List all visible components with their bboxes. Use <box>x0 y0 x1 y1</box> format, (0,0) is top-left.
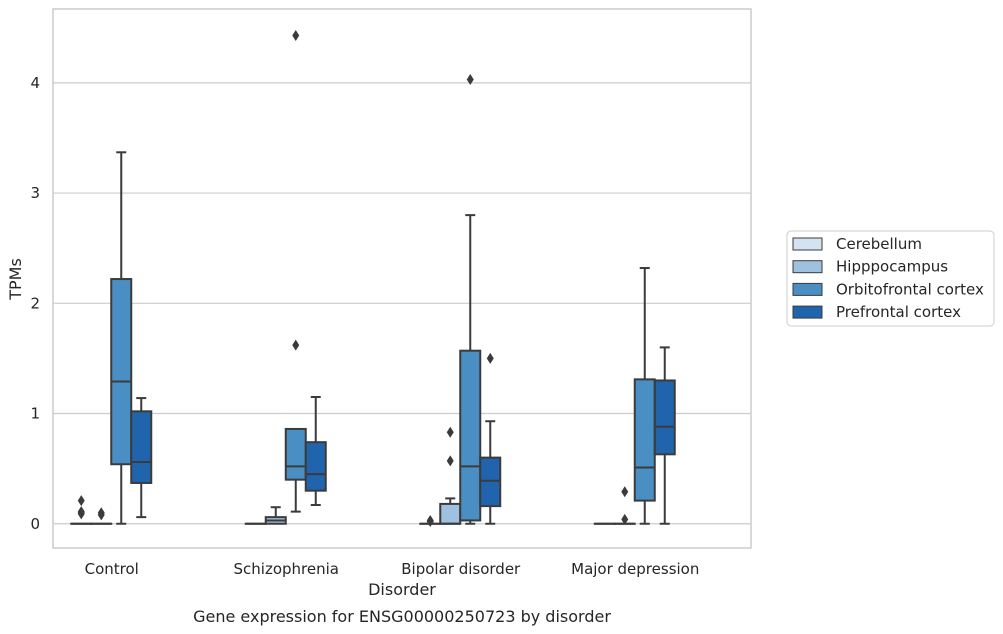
y-tick-label: 3 <box>30 184 40 202</box>
outlier-point <box>621 513 629 525</box>
box <box>304 441 327 492</box>
x-tick-label: Bipolar disorder <box>401 560 521 578</box>
legend-swatch <box>792 282 823 296</box>
outlier-point <box>292 29 300 41</box>
legend-label: Prefrontal cortex <box>836 303 961 321</box>
axis-ticks: 0 1 2 3 4 Control Schizophrenia Bipolar disorde… <box>30 74 699 578</box>
outlier-point <box>426 516 434 528</box>
outlier-point <box>446 426 454 438</box>
x-tick-label: Control <box>85 560 139 578</box>
box <box>439 502 462 525</box>
chart-caption: Gene expression for ENSG00000250723 by d… <box>193 607 611 626</box>
legend-swatch <box>792 237 823 251</box>
y-tick-label: 2 <box>30 294 40 312</box>
legend-swatch <box>792 260 823 274</box>
outlier-point <box>77 495 85 507</box>
x-axis-label: Disorder <box>368 580 436 599</box>
outlier-point <box>77 508 85 520</box>
outlier-point <box>97 509 105 521</box>
legend-frame <box>786 230 995 327</box>
outlier-point <box>446 455 454 467</box>
y-tick-label: 0 <box>30 515 40 533</box>
box <box>110 278 133 466</box>
x-tick-label: Major depression <box>571 560 699 578</box>
outlier-point <box>486 352 494 364</box>
box <box>284 427 307 481</box>
outlier-point <box>466 74 474 86</box>
y-tick-label: 1 <box>30 405 40 423</box>
box <box>459 349 482 522</box>
legend-swatch <box>792 305 823 319</box>
legend-label: Hipppocampus <box>836 258 948 276</box>
y-tick-label: 4 <box>30 74 40 92</box>
box <box>653 379 676 456</box>
plot-frame <box>52 8 752 549</box>
outlier-point <box>621 486 629 498</box>
box <box>130 410 153 484</box>
box <box>479 456 502 508</box>
box <box>633 378 656 502</box>
legend-label: Orbitofrontal cortex <box>836 280 984 298</box>
outlier-point <box>292 339 300 351</box>
legend-label: Cerebellum <box>836 235 922 253</box>
y-axis-label: TPMs <box>6 258 25 301</box>
box-series <box>70 29 676 528</box>
legend: Cerebellum Hipppocampus Orbitofrontal cort… <box>786 230 995 327</box>
x-tick-label: Schizophrenia <box>234 560 339 578</box>
